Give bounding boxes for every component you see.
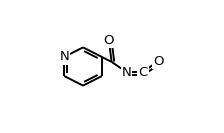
Text: N: N (122, 66, 131, 78)
Text: O: O (104, 34, 114, 47)
Text: N: N (59, 50, 69, 63)
Text: C: C (138, 66, 148, 78)
Text: O: O (153, 55, 163, 68)
